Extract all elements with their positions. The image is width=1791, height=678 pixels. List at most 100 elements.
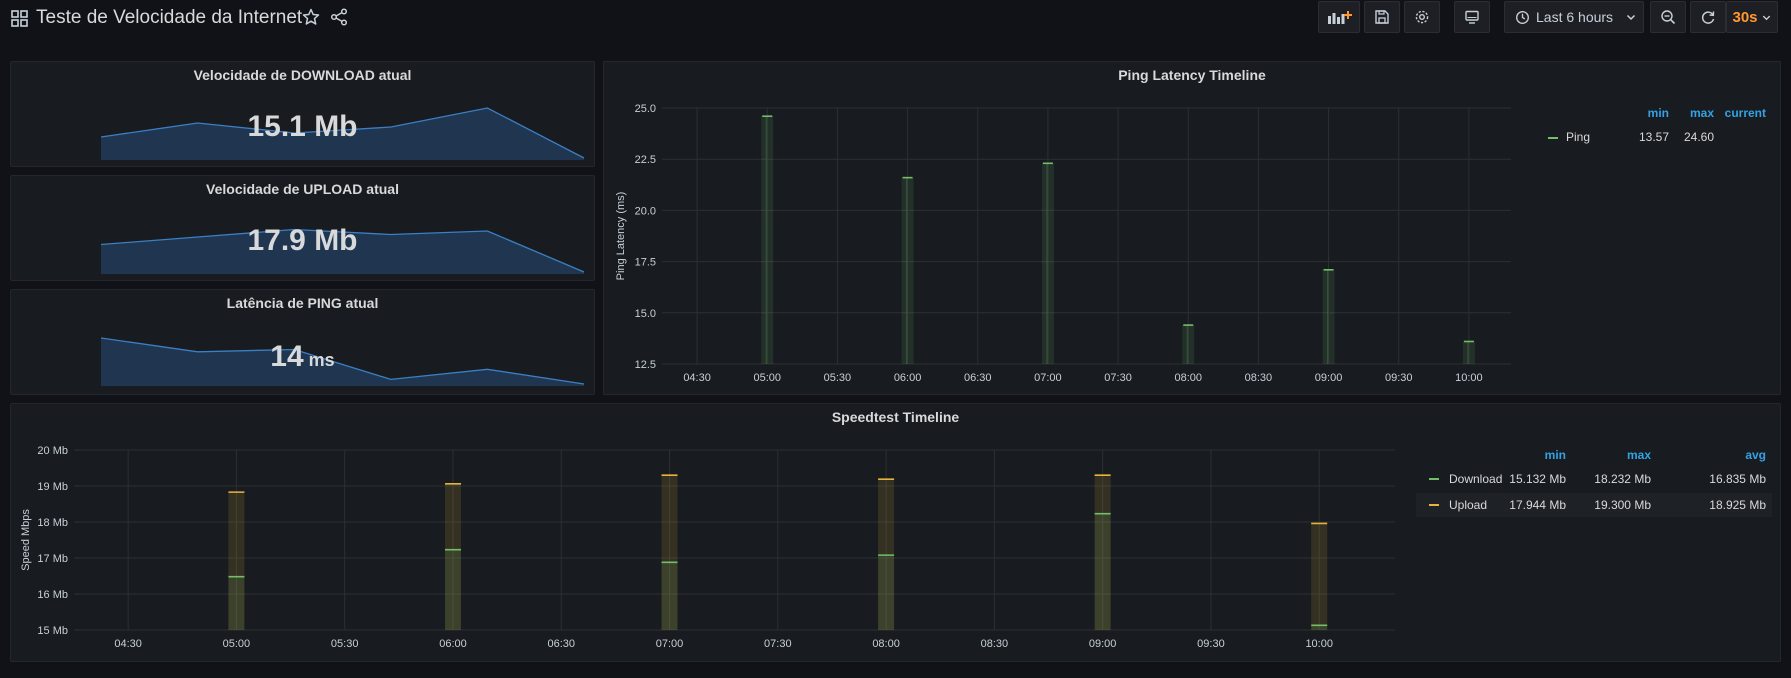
x-tick-label: 09:30 [1197,638,1225,650]
x-tick-label: 08:00 [872,638,900,650]
stat-value: 17.9 Mb [11,224,594,258]
y-tick-label: 18 Mb [37,517,68,529]
refresh-button[interactable] [1690,1,1726,33]
x-tick-label: 08:30 [981,638,1009,650]
speedtest-chart[interactable]: 20 Mb 19 Mb 18 Mb 17 Mb 16 Mb 15 Mb 04:30 05:00… [11,404,1416,663]
dashboard-settings-button[interactable] [1404,1,1440,33]
legend-series-name: Upload [1449,498,1488,512]
apps-icon[interactable] [11,10,29,28]
legend-header-avg[interactable]: avg [1745,448,1766,462]
x-tick-label: 07:00 [1034,372,1062,384]
x-tick-label: 04:30 [683,372,711,384]
x-tick-label: 05:30 [331,638,359,650]
refresh-interval-picker[interactable]: 30s [1726,1,1778,33]
legend-header-current[interactable]: current [1724,106,1766,120]
legend-header-max[interactable]: max [1626,448,1651,462]
x-tick-label: 07:00 [656,638,684,650]
panel-title[interactable]: Velocidade de DOWNLOAD atual [193,67,412,83]
legend-max: 24.60 [1683,130,1714,144]
x-tick-label: 05:00 [753,372,781,384]
stat-panel-ping: Latência de PING atual 14 ms [10,289,595,395]
x-tick-label: 09:00 [1089,638,1117,650]
legend-header-max[interactable]: max [1689,106,1714,120]
sparkline-line [101,107,585,159]
add-panel-button[interactable] [1318,1,1360,33]
download-bar [661,562,678,630]
legend-row-upload[interactable]: Upload 17.944 Mb 19.300 Mb 18.925 Mb [1416,493,1772,517]
y-tick-label: 16 Mb [37,589,68,601]
legend-color-swatch [1429,504,1439,506]
x-tick-label: 05:00 [223,638,251,650]
y-tick-label: 15.0 [635,308,656,320]
legend-max: 18.232 Mb [1594,472,1651,486]
zoom-out-button[interactable] [1650,1,1686,33]
add-panel-icon [1328,11,1352,24]
sparkline-area [101,229,584,274]
x-tick-label: 06:30 [964,372,992,384]
download-bar [1094,513,1111,630]
ping-bar [901,177,914,364]
download-bar [1311,625,1328,630]
stat-unit: Mb [305,110,358,143]
x-tick-label: 06:00 [894,372,922,384]
x-tick-label: 09:00 [1315,372,1343,384]
stat-number: 15.1 [247,110,306,143]
download-bar [444,549,461,630]
panel-title[interactable]: Latência de PING atual [226,295,379,311]
y-axis-label: Speed Mbps [20,509,32,571]
x-tick-label: 08:30 [1245,372,1273,384]
time-range-picker[interactable]: Last 6 hours [1504,1,1644,33]
stat-panel-download: Velocidade de DOWNLOAD atual 15.1 Mb [10,61,595,167]
x-tick-label: 07:30 [764,638,792,650]
tv-mode-icon [1465,10,1479,24]
stat-number: 14 [270,340,304,373]
share-icon[interactable] [330,8,348,26]
y-tick-label: 25.0 [635,103,656,115]
x-tick-label: 04:30 [114,638,142,650]
stat-unit: ms [303,350,335,370]
stat-value: 14 ms [11,340,594,374]
legend-header-min[interactable]: min [1544,448,1566,462]
ping-chart[interactable]: 25.0 22.5 20.0 17.5 15.0 12.5 04:30 05:00 05:30 0… [604,62,1524,396]
y-tick-label: 12.5 [635,359,656,371]
x-tick-label: 06:30 [547,638,575,650]
legend-series-name: Ping [1566,130,1591,144]
legend-row-ping[interactable]: Ping 13.57 24.60 [1542,130,1772,150]
save-dashboard-button[interactable] [1364,1,1400,33]
stat-value: 15.1 Mb [11,110,594,144]
legend-min: 15.132 Mb [1509,472,1566,486]
settings-icon [1415,10,1429,24]
star-icon[interactable] [302,8,320,26]
clock-icon [1516,10,1529,24]
panel-title[interactable]: Velocidade de UPLOAD atual [206,181,399,197]
upload-bar [444,483,461,630]
stat-panel-upload: Velocidade de UPLOAD atual 17.9 Mb [10,175,595,281]
y-tick-label: 22.5 [635,154,656,166]
legend-color-swatch [1429,478,1439,480]
sparkline [101,228,585,274]
chevron-down-icon [1627,14,1636,21]
x-tick-label: 10:00 [1455,372,1483,384]
y-axis-label: Ping Latency (ms) [615,192,627,281]
y-tick-label: 20 Mb [37,445,68,457]
panel-title[interactable]: Ping Latency Timeline [1118,67,1266,83]
legend-header-min[interactable]: min [1647,106,1669,120]
x-tick-label: 07:30 [1104,372,1132,384]
panel-title[interactable]: Speedtest Timeline [831,409,960,425]
x-tick-label: 09:30 [1385,372,1413,384]
ping-bar [1322,269,1335,364]
y-tick-label: 19 Mb [37,481,68,493]
speedtest-panel: Speedtest Timeline 20 Mb 19 Mb 18 Mb 17 Mb 1… [10,403,1781,662]
x-tick-label: 05:30 [824,372,852,384]
download-bar [878,555,895,630]
ping-bar [1041,163,1054,364]
dashboard-title[interactable]: Teste de Velocidade da Internet [36,7,303,28]
legend-row-download[interactable]: Download 15.132 Mb 18.232 Mb 16.835 Mb [1416,467,1772,491]
ping-bar [761,116,774,364]
tv-mode-button[interactable] [1454,1,1490,33]
dashboard-header: Teste de Velocidade da Internet [0,0,1791,44]
refresh-interval-label: 30s [1732,8,1758,26]
y-tick-label: 17 Mb [37,553,68,565]
stat-number: 17.9 [247,224,306,257]
legend-color-swatch [1548,137,1558,139]
